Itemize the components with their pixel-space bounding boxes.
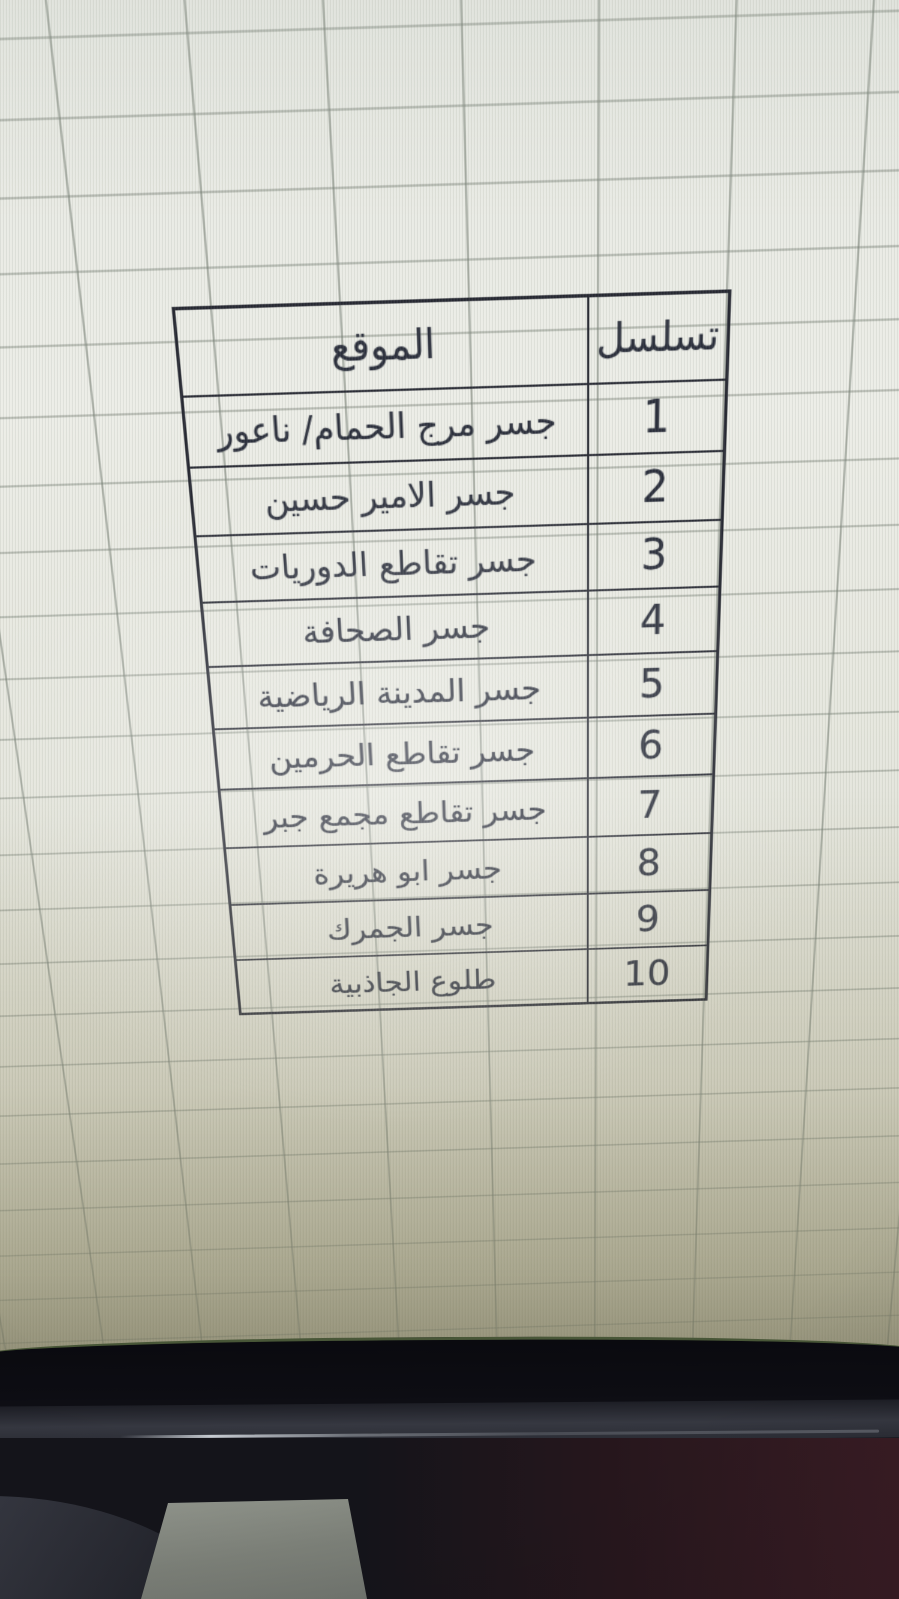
background-furniture	[360, 1438, 899, 1599]
serial-cell: 7	[586, 775, 713, 836]
serial-cell: 9	[586, 890, 709, 949]
header-location: الموقع	[329, 321, 437, 372]
table-header-row: تسلسل الموقع	[175, 293, 729, 396]
serial-cell: 10	[586, 946, 707, 1002]
serial-cell: 4	[586, 587, 719, 655]
desk-background	[0, 1438, 899, 1599]
locations-table: تسلسل الموقع 1 جسر مرج الحمام/ ناعور 2 ج…	[171, 289, 732, 1016]
location-cell: جسر ابو هريرة	[312, 851, 503, 891]
location-cell: جسر تقاطع مجمع جبر	[261, 791, 547, 836]
location-cell: طلوع الجاذبية	[328, 962, 497, 1001]
serial-cell: 2	[586, 452, 723, 524]
location-cell: جسر مرج الحمام/ ناعور	[214, 399, 557, 453]
serial-cell: 6	[586, 714, 715, 778]
location-cell: جسر الصحافة	[301, 606, 491, 652]
location-cell: جسر الجمرك	[325, 908, 494, 947]
serial-cell: 3	[586, 520, 721, 590]
serial-cell: 8	[586, 833, 711, 893]
location-cell: جسر تقاطع الحرمين	[267, 731, 536, 776]
spreadsheet-grid: تسلسل الموقع 1 جسر مرج الحمام/ ناعور 2 ج…	[0, 0, 899, 1360]
location-cell: جسر الامير حسين	[262, 471, 516, 521]
location-cell: جسر تقاطع الدوريات	[248, 539, 537, 588]
desk-paper	[141, 1499, 367, 1599]
location-cell: جسر المدينة الرياضية	[255, 669, 542, 716]
header-serial: تسلسل	[586, 293, 729, 383]
monitor-screen: تسلسل الموقع 1 جسر مرج الحمام/ ناعور 2 ج…	[0, 0, 899, 1360]
serial-cell: 1	[586, 380, 726, 455]
serial-cell: 5	[586, 652, 717, 717]
